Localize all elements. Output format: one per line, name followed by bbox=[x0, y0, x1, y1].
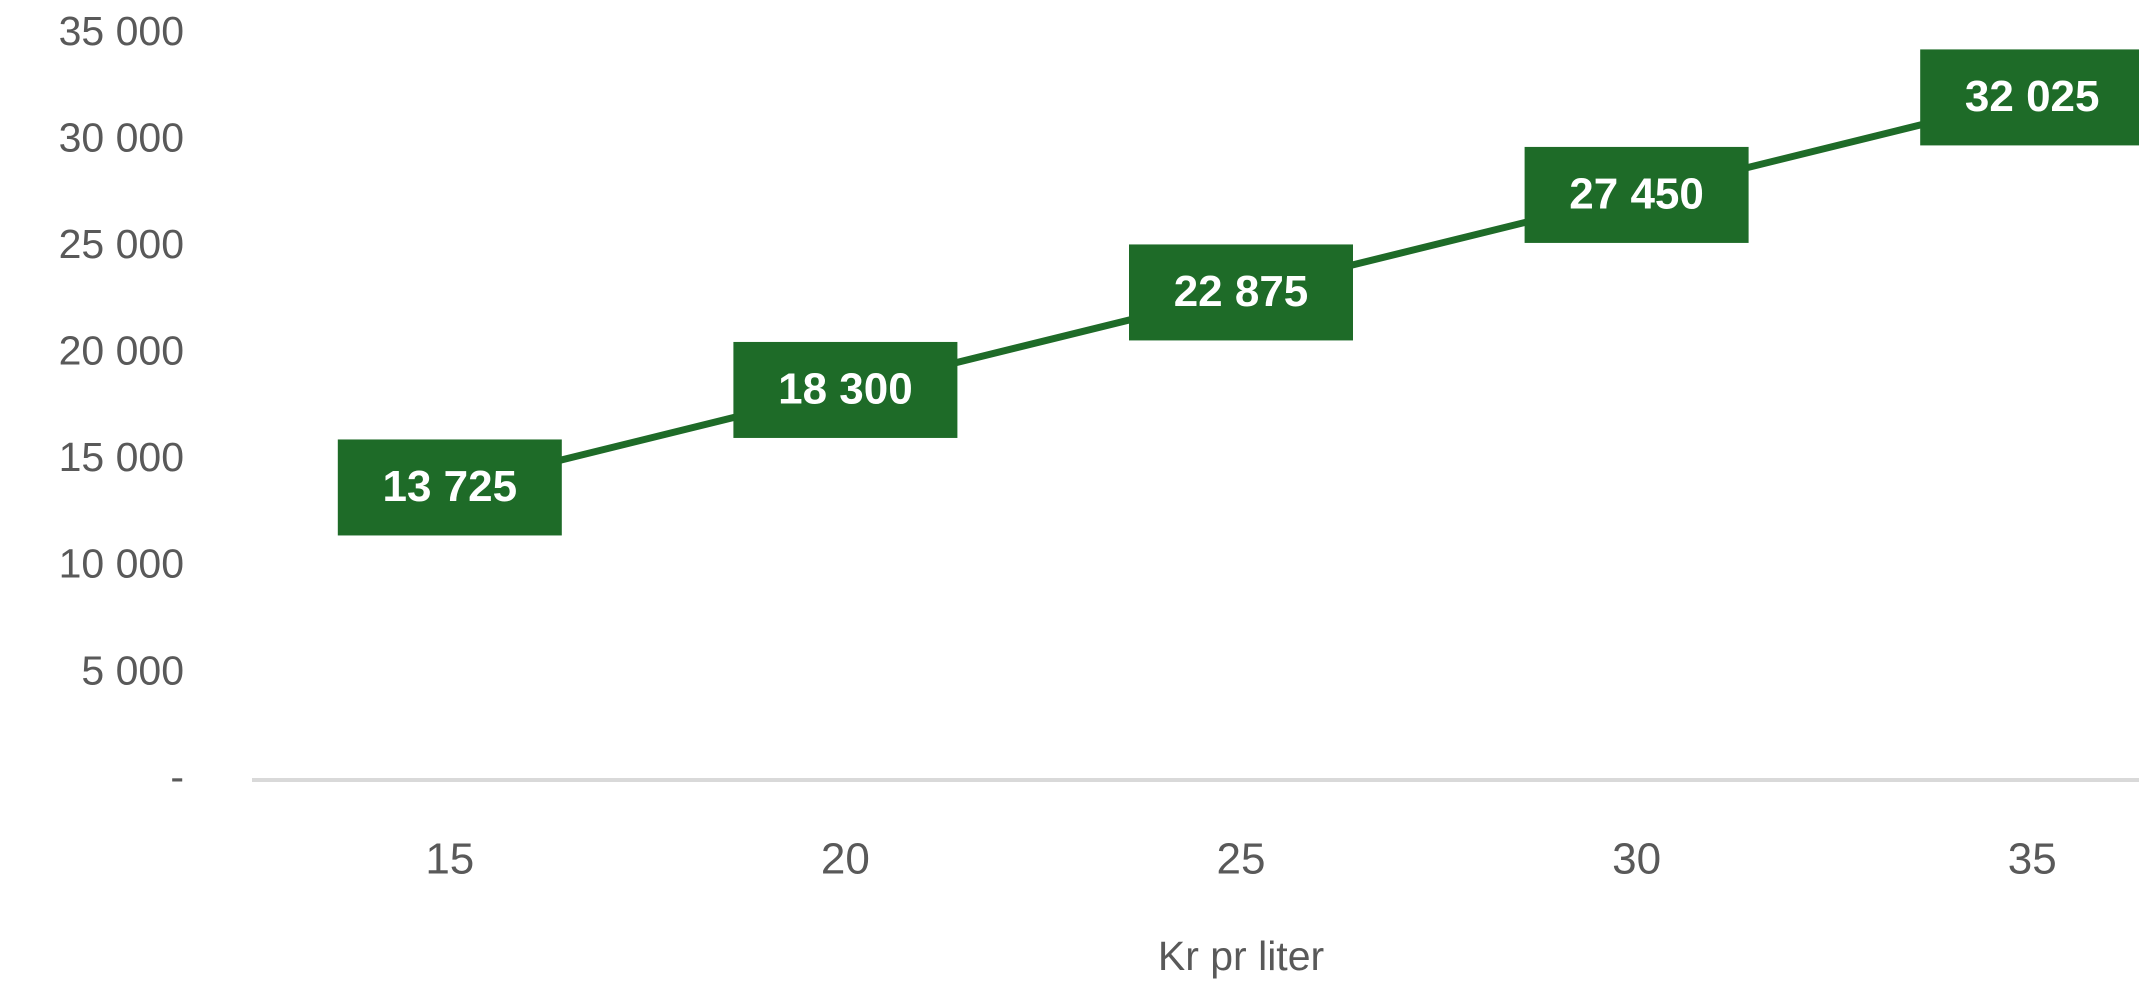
y-tick-label: 5 000 bbox=[81, 647, 184, 693]
data-label: 18 300 bbox=[778, 365, 913, 414]
data-label: 27 450 bbox=[1569, 170, 1704, 219]
y-tick-label: 10 000 bbox=[59, 541, 184, 587]
x-tick-label: 20 bbox=[821, 835, 870, 884]
y-tick-label: 30 000 bbox=[59, 114, 184, 160]
data-label-box bbox=[337, 439, 562, 536]
data-label: 13 725 bbox=[383, 462, 518, 511]
x-tick-label: 35 bbox=[2008, 835, 2057, 884]
x-axis-title: Kr pr liter bbox=[1158, 933, 1324, 979]
y-tick-label: 25 000 bbox=[59, 221, 184, 267]
x-tick-label: 25 bbox=[1217, 835, 1266, 884]
data-label-box bbox=[1920, 49, 2139, 146]
data-label: 32 025 bbox=[1965, 72, 2100, 121]
y-tick-label: 35 000 bbox=[59, 8, 184, 54]
x-tick-label: 30 bbox=[1612, 835, 1661, 884]
data-label-box bbox=[1524, 146, 1749, 243]
y-tick-label: - bbox=[170, 754, 184, 800]
data-label: 22 875 bbox=[1174, 267, 1309, 316]
y-tick-label: 20 000 bbox=[59, 328, 184, 374]
x-tick-label: 15 bbox=[425, 835, 474, 884]
data-label-box bbox=[1129, 244, 1353, 341]
y-tick-label: 15 000 bbox=[59, 434, 184, 480]
data-label-box bbox=[733, 341, 958, 438]
